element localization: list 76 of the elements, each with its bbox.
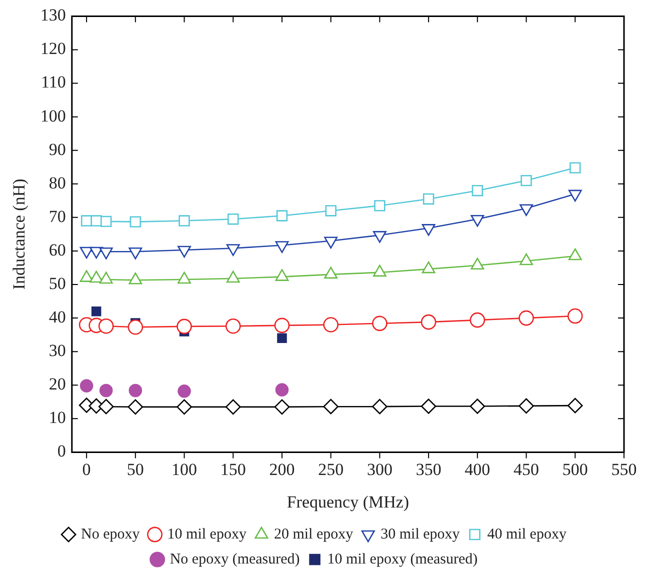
legend-label: No epoxy (measured) — [170, 551, 300, 568]
point — [276, 210, 288, 222]
point — [274, 399, 290, 415]
point — [277, 333, 287, 344]
y-tick-label: 20 — [48, 374, 66, 394]
y-tick-label: 120 — [40, 39, 66, 58]
x-tick-label: 200 — [269, 460, 295, 479]
y-tick-label: 110 — [41, 72, 66, 92]
point — [323, 317, 338, 332]
x-tick-label: 400 — [464, 460, 490, 479]
x-tick-label: 0 — [82, 460, 91, 479]
point — [178, 215, 190, 226]
y-tick-label: 0 — [57, 442, 66, 461]
point — [325, 205, 336, 216]
point — [128, 399, 144, 415]
point — [372, 316, 388, 332]
point — [275, 383, 289, 396]
point — [570, 162, 581, 174]
legend-label: No epoxy — [81, 526, 140, 542]
point — [518, 398, 534, 414]
point — [98, 318, 114, 334]
x-tick-label: 350 — [416, 460, 442, 479]
legend-label: 10 mil epoxy (measured) — [327, 551, 478, 568]
legend-label: 20 mil epoxy — [274, 526, 354, 542]
y-tick-label: 80 — [48, 173, 66, 192]
point — [374, 200, 386, 212]
y-tick-label: 90 — [48, 140, 66, 159]
point — [470, 312, 486, 328]
point — [472, 185, 484, 196]
point — [323, 398, 338, 414]
point — [420, 314, 436, 330]
point — [99, 384, 113, 398]
x-tick-label: 450 — [514, 460, 540, 479]
legend-label: 30 mil epoxy — [380, 526, 460, 542]
point — [372, 398, 388, 414]
point — [225, 399, 241, 415]
point — [100, 216, 112, 228]
x-tick-label: 550 — [611, 460, 637, 479]
point — [520, 174, 532, 186]
point — [470, 398, 486, 414]
y-tick-label: 30 — [48, 341, 66, 360]
point — [128, 384, 142, 398]
point — [98, 398, 114, 414]
y-tick-label: 70 — [48, 206, 66, 226]
y-tick-label: 100 — [40, 106, 66, 126]
point — [91, 306, 102, 316]
point — [567, 398, 583, 414]
point — [90, 215, 102, 226]
point — [178, 384, 191, 398]
y-tick-label: 60 — [48, 240, 66, 260]
x-tick-label: 150 — [220, 460, 246, 479]
point — [130, 216, 142, 228]
x-tick-label: 100 — [172, 460, 198, 479]
y-tick-label: 130 — [40, 6, 66, 25]
x-tick-label: 50 — [126, 460, 144, 479]
legend-label: 10 mil epoxy — [167, 526, 247, 542]
point — [176, 399, 192, 415]
point — [176, 318, 192, 334]
point — [567, 308, 583, 324]
y-tick-label: 40 — [48, 308, 66, 327]
point — [420, 398, 436, 414]
x-axis-title: Frequency (MHz) — [286, 492, 410, 512]
x-tick-label: 250 — [318, 460, 344, 479]
point — [128, 319, 144, 335]
x-tick-label: 300 — [366, 460, 392, 479]
point — [80, 379, 94, 392]
point — [225, 318, 241, 334]
legend-label: 40 mil epoxy — [487, 526, 567, 542]
point — [228, 214, 239, 225]
y-tick-label: 10 — [48, 408, 66, 428]
point — [518, 310, 534, 326]
x-tick-label: 500 — [562, 460, 588, 479]
point — [274, 318, 290, 334]
point — [422, 193, 434, 205]
y-axis-title: Inductance (nH) — [10, 178, 29, 290]
y-tick-label: 50 — [48, 274, 66, 293]
